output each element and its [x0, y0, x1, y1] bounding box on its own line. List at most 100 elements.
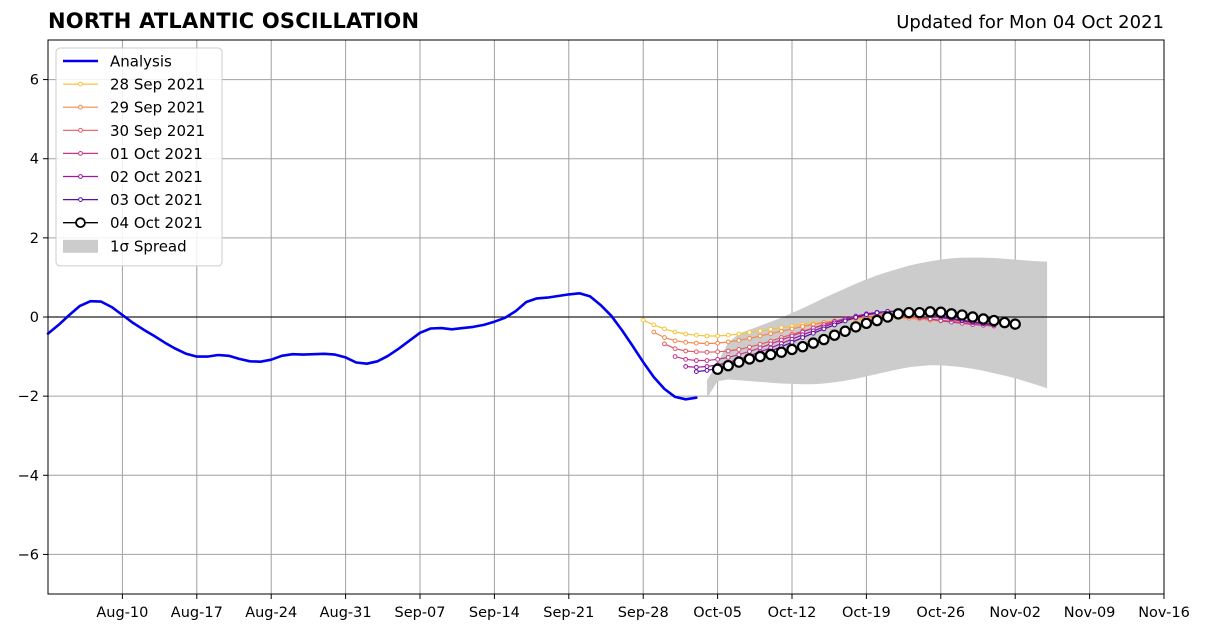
forecast-point: [736, 331, 742, 337]
forecast-point: [881, 311, 894, 323]
forecast-point: [935, 306, 947, 318]
legend-marker: [78, 127, 83, 133]
legend-entry: 28 Sep 2021: [63, 76, 205, 94]
forecast-point: [789, 339, 795, 345]
forecast-point: [704, 341, 710, 346]
forecast-point: [662, 341, 667, 347]
forecast-point: [818, 333, 830, 346]
x-tick-label: Oct-05: [693, 605, 742, 621]
forecast-point: [725, 348, 731, 354]
forecast-point: [828, 329, 841, 341]
forecast-point: [913, 306, 926, 319]
forecast-point: [715, 340, 720, 346]
legend-label: 30 Sep 2021: [110, 122, 205, 140]
forecast-point: [757, 328, 763, 334]
x-tick-label: Nov-02: [989, 605, 1041, 621]
forecast-point: [640, 317, 646, 323]
forecast-point: [672, 329, 678, 335]
forecast-point: [736, 337, 742, 343]
forecast-point: [871, 314, 883, 327]
forecast-point: [807, 337, 819, 349]
forecast-point: [683, 356, 689, 362]
y-tick-label: 4: [30, 152, 39, 168]
forecast-point: [693, 332, 699, 338]
legend-entry: 03 Oct 2021: [63, 191, 203, 209]
x-tick-label: Sep-21: [543, 605, 594, 621]
forecast-point: [693, 349, 699, 355]
forecast-point: [662, 335, 667, 340]
forecast-point: [977, 313, 990, 325]
legend-marker: [75, 217, 86, 229]
forecast-point: [693, 340, 699, 346]
forecast-point: [747, 335, 752, 341]
forecast-point: [853, 314, 859, 320]
legend-label: 02 Oct 2021: [110, 168, 203, 186]
forecast-point: [864, 312, 869, 318]
forecast-point: [747, 344, 752, 350]
forecast-point: [810, 330, 816, 336]
forecast-point: [672, 354, 678, 359]
forecast-series: [711, 306, 1021, 375]
x-tick-label: Sep-28: [618, 605, 669, 621]
legend-label: 03 Oct 2021: [110, 191, 203, 209]
legend-patch-swatch: [63, 239, 98, 253]
x-tick-label: Oct-26: [916, 605, 965, 621]
x-tick-label: Oct-19: [842, 605, 891, 621]
forecast-point: [860, 317, 873, 330]
x-tick-label: Sep-07: [394, 605, 445, 621]
legend-marker: [78, 151, 83, 156]
legend-label: 1σ Spread: [110, 237, 187, 255]
y-tick-label: 6: [30, 73, 39, 89]
forecast-point: [683, 331, 689, 337]
legend-label: 01 Oct 2021: [110, 145, 203, 163]
forecast-point: [683, 339, 689, 345]
forecast-point: [924, 306, 936, 318]
forecast-point: [715, 356, 720, 362]
forecast-point: [651, 329, 657, 335]
forecast-point: [747, 349, 752, 354]
legend-entry: Analysis: [63, 53, 172, 71]
legend-entry: 01 Oct 2021: [63, 145, 203, 163]
x-tick-label: Oct-12: [768, 605, 817, 621]
forecast-point: [736, 352, 742, 357]
forecast-point: [892, 308, 904, 320]
forecast-point: [757, 345, 763, 351]
forecast-point: [850, 321, 862, 333]
forecast-point: [768, 326, 774, 332]
spread-band: [707, 257, 1048, 399]
forecast-point: [715, 349, 720, 355]
forecast-point: [704, 358, 710, 363]
legend-label: 28 Sep 2021: [110, 76, 205, 94]
legend-marker: [78, 197, 83, 203]
forecast-point: [998, 316, 1011, 329]
forecast-point: [722, 359, 734, 372]
legend-marker: [78, 104, 83, 110]
forecast-point: [683, 364, 689, 369]
forecast-point: [715, 333, 720, 339]
forecast-point: [672, 346, 678, 352]
forecast-point: [733, 356, 745, 368]
analysis-line: [46, 291, 698, 401]
forecast-point: [903, 306, 915, 319]
y-tick-label: 2: [30, 231, 39, 247]
forecast-point: [704, 349, 710, 355]
forecast-point: [768, 341, 774, 347]
forecast-point: [786, 343, 798, 356]
forecast-point: [800, 324, 806, 329]
x-tick-label: Aug-17: [171, 605, 223, 621]
legend-entry: 04 Oct 2021: [63, 214, 203, 232]
forecast-point: [874, 310, 880, 316]
forecast-point: [988, 314, 1000, 327]
forecast-point: [754, 350, 766, 363]
forecast-point: [662, 326, 667, 332]
forecast-point: [945, 308, 958, 320]
forecast-point: [711, 363, 724, 375]
legend-entry: 1σ Spread: [63, 237, 187, 255]
legend-label: 04 Oct 2021: [110, 214, 203, 232]
y-tick-label: −2: [18, 389, 39, 405]
forecast-point: [832, 322, 837, 328]
updated-label: Updated for Mon 04 Oct 2021: [896, 12, 1164, 33]
y-tick-label: −4: [18, 468, 39, 484]
forecast-point: [775, 346, 788, 358]
legend-entry: 30 Sep 2021: [63, 122, 205, 140]
